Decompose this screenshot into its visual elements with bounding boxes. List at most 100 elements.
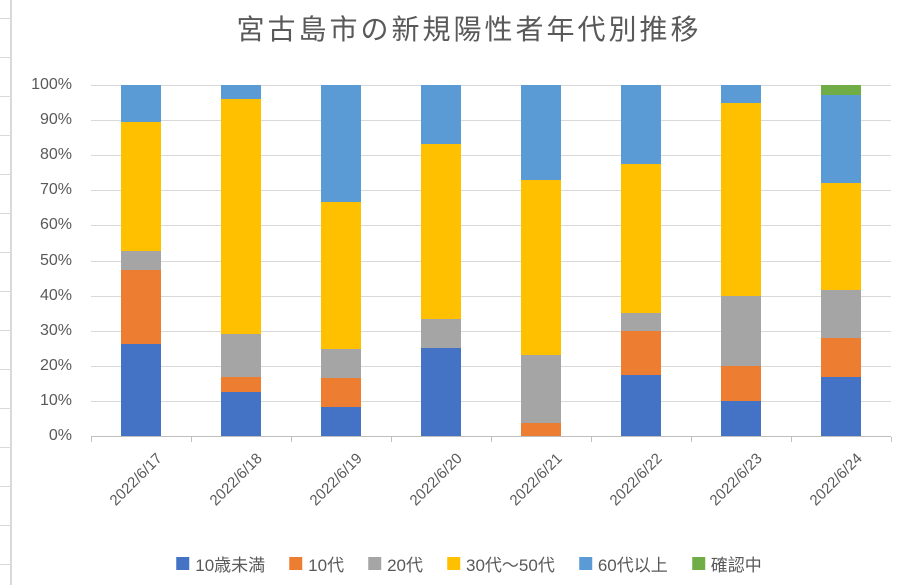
x-tick-label: 2022/6/22 <box>606 450 667 510</box>
x-tick-label: 2022/6/23 <box>706 450 767 510</box>
x-tick-label: 2022/6/24 <box>806 450 867 510</box>
bar-segment[interactable] <box>221 99 261 334</box>
legend-swatch <box>368 557 382 570</box>
legend-label: 確認中 <box>710 556 762 575</box>
bar-segment[interactable] <box>121 122 161 251</box>
bar-segment[interactable] <box>721 401 761 436</box>
x-axis-tick <box>491 437 492 442</box>
legend-swatch <box>578 557 592 570</box>
sheet-row-tick <box>0 408 10 409</box>
y-tick-label: 20% <box>39 356 72 374</box>
y-tick-label: 80% <box>39 146 72 164</box>
bar-segment[interactable] <box>721 366 761 401</box>
bar-segment[interactable] <box>521 85 561 180</box>
bar-segment[interactable] <box>721 85 761 103</box>
x-tick-label: 2022/6/18 <box>206 450 267 510</box>
bar-segment[interactable] <box>221 392 261 436</box>
legend-item[interactable]: 10代 <box>289 551 344 576</box>
x-axis-tick <box>791 437 792 442</box>
bar-segment[interactable] <box>121 270 161 344</box>
bar-segment[interactable] <box>721 296 761 366</box>
bar-segment[interactable] <box>521 180 561 355</box>
bar-segment[interactable] <box>321 202 361 349</box>
x-axis-tick <box>191 437 192 442</box>
legend-swatch <box>176 557 190 570</box>
sheet-row-tick <box>0 564 10 565</box>
x-tick-label: 2022/6/20 <box>406 450 467 510</box>
bar-segment[interactable] <box>421 348 461 436</box>
bar-segment[interactable] <box>321 349 361 378</box>
y-tick-label: 40% <box>39 286 72 304</box>
bar-segment[interactable] <box>821 377 861 436</box>
sheet-edge-line <box>10 0 12 585</box>
bar-segment[interactable] <box>121 251 161 270</box>
bar-segment[interactable] <box>721 103 761 296</box>
x-axis-tick <box>291 437 292 442</box>
bar-segment[interactable] <box>121 344 161 436</box>
bar-segment[interactable] <box>321 378 361 407</box>
bar-segment[interactable] <box>421 85 461 144</box>
y-tick-label: 50% <box>39 251 72 269</box>
y-tick-label: 100% <box>31 76 72 93</box>
chart-title: 宮古島市の新規陽性者年代別推移 <box>236 14 702 45</box>
bar-segment[interactable] <box>621 331 661 375</box>
gridline <box>91 331 891 332</box>
y-tick-label: 10% <box>39 391 72 409</box>
bar-segment[interactable] <box>521 423 561 436</box>
bar-segment[interactable] <box>821 290 861 338</box>
sheet-row-tick <box>0 525 10 526</box>
legend-label: 20代 <box>387 556 424 575</box>
y-tick-label: 90% <box>39 111 72 129</box>
x-tick-label: 2022/6/21 <box>506 450 567 510</box>
legend-label: 10歳未満 <box>195 556 266 575</box>
sheet-row-tick <box>0 57 10 58</box>
bar-segment[interactable] <box>621 375 661 436</box>
legend-item[interactable]: 確認中 <box>691 551 762 576</box>
bar-segment[interactable] <box>121 85 161 122</box>
sheet-row-tick <box>0 18 10 19</box>
legend-label: 10代 <box>308 556 345 575</box>
bar-segment[interactable] <box>821 85 861 95</box>
legend-item[interactable]: 30代～50代 <box>447 551 555 576</box>
bar-segment[interactable] <box>221 377 261 392</box>
x-tick-label: 2022/6/19 <box>306 450 367 510</box>
bar-segment[interactable] <box>421 144 461 319</box>
sheet-row-tick <box>0 96 10 97</box>
sheet-row-tick <box>0 486 10 487</box>
bar-segment[interactable] <box>821 183 861 290</box>
sheet-row-tick <box>0 135 10 136</box>
sheet-row-tick <box>0 252 10 253</box>
bar-segment[interactable] <box>821 338 861 377</box>
bar-segment[interactable] <box>821 95 861 183</box>
legend-swatch <box>447 557 461 570</box>
bar-segment[interactable] <box>421 319 461 348</box>
legend-item[interactable]: 20代 <box>368 551 423 576</box>
bar-segment[interactable] <box>621 164 661 313</box>
bar-segment[interactable] <box>321 85 361 202</box>
bar-segment[interactable] <box>221 334 261 377</box>
bar-segment[interactable] <box>521 355 561 423</box>
x-axis-tick <box>891 437 892 442</box>
bar-segment[interactable] <box>621 85 661 164</box>
gridline <box>91 401 891 402</box>
gridline <box>91 225 891 226</box>
y-tick-label: 70% <box>39 181 72 199</box>
gridline <box>91 155 891 156</box>
y-tick-label: 30% <box>39 321 72 339</box>
gridline <box>91 85 891 86</box>
bar-segment[interactable] <box>221 85 261 99</box>
x-axis-tick <box>391 437 392 442</box>
sheet-row-tick <box>0 330 10 331</box>
x-tick-label: 2022/6/17 <box>106 450 167 510</box>
bar-segment[interactable] <box>621 313 661 331</box>
gridline <box>91 120 891 121</box>
bar-segment[interactable] <box>321 407 361 436</box>
gridline <box>91 261 891 262</box>
plot-area <box>91 85 892 442</box>
legend-item[interactable]: 10歳未満 <box>176 551 265 576</box>
sheet-row-tick <box>0 174 10 175</box>
y-tick-label: 0% <box>48 427 72 444</box>
legend-item[interactable]: 60代以上 <box>578 551 668 576</box>
x-axis-line <box>91 436 891 437</box>
